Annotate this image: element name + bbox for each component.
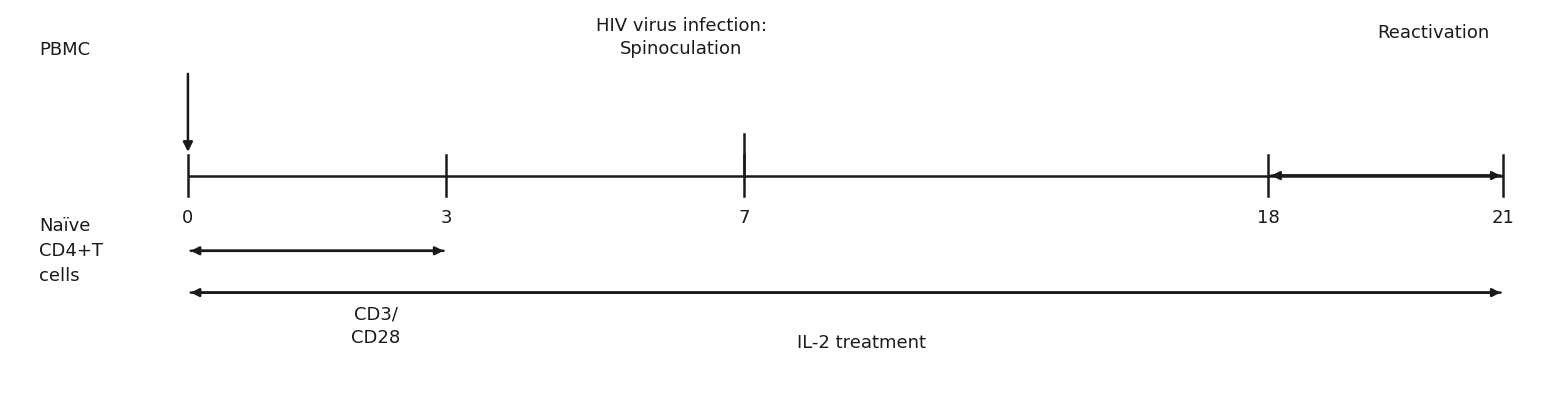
Text: Reactivation: Reactivation <box>1377 24 1489 43</box>
Text: 0: 0 <box>182 209 194 227</box>
Text: Naïve
CD4+T
cells: Naïve CD4+T cells <box>39 217 103 285</box>
Text: 7: 7 <box>738 209 750 227</box>
Text: 18: 18 <box>1257 209 1279 227</box>
Text: PBMC: PBMC <box>39 41 91 59</box>
Text: 21: 21 <box>1492 209 1514 227</box>
Text: HIV virus infection:
Spinoculation: HIV virus infection: Spinoculation <box>595 17 767 59</box>
Text: CD3/
CD28: CD3/ CD28 <box>351 305 401 347</box>
Text: 3: 3 <box>440 209 453 227</box>
Text: IL-2 treatment: IL-2 treatment <box>797 334 926 352</box>
